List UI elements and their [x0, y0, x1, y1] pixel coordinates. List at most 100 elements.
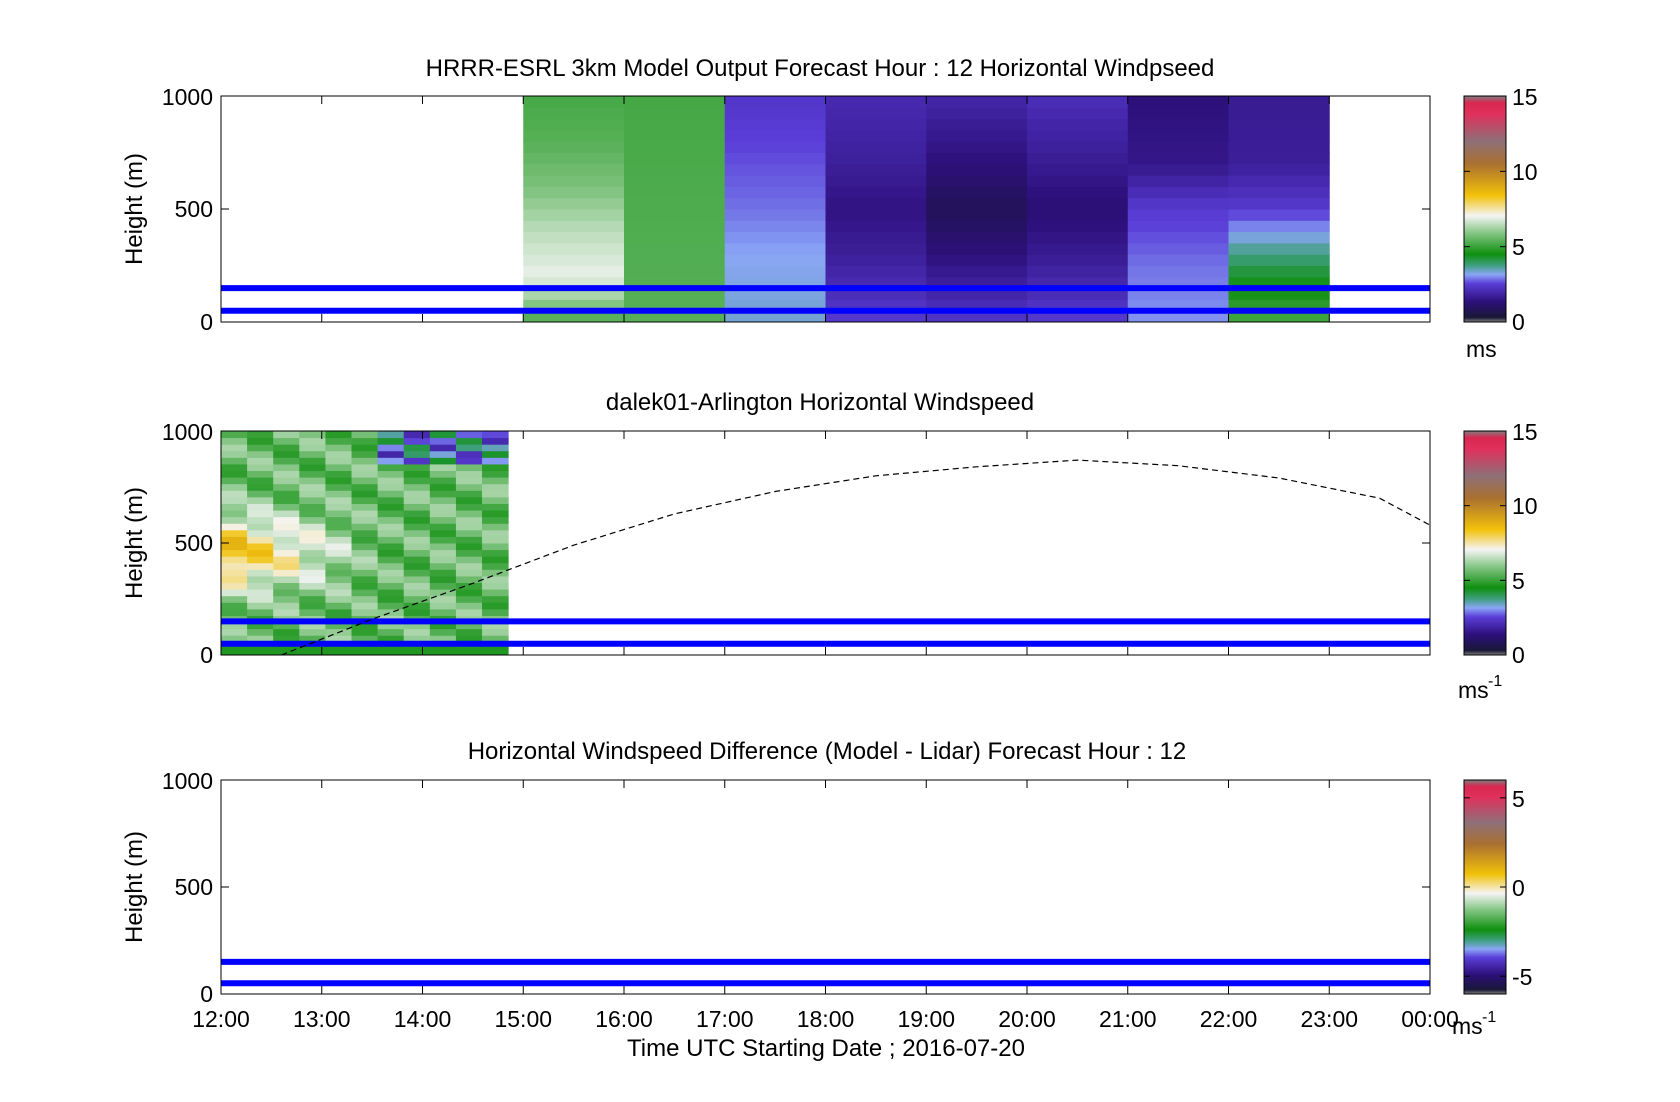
heatmap-cell — [724, 175, 826, 187]
heatmap-cell — [325, 477, 353, 485]
heatmap-cell — [221, 589, 248, 597]
heatmap-cell — [247, 628, 274, 636]
heatmap-cell — [926, 197, 1028, 210]
heatmap-cell — [523, 265, 625, 278]
heatmap-cell — [377, 470, 405, 478]
heatmap-cell — [1127, 129, 1229, 142]
heatmap-cell — [482, 648, 509, 655]
heatmap-cell — [455, 589, 483, 597]
heatmap-cell — [1127, 310, 1229, 322]
heatmap-cell — [325, 602, 353, 610]
heatmap-cell — [429, 622, 457, 630]
heatmap-cell — [273, 450, 300, 458]
panel-difference-ytick-label: 0 — [200, 981, 213, 1007]
heatmap-cell — [1127, 209, 1229, 221]
heatmap-cell — [403, 431, 431, 439]
heatmap-cell — [351, 437, 379, 445]
heatmap-cell — [624, 175, 726, 187]
heatmap-cell — [724, 96, 826, 108]
heatmap-cell — [403, 510, 431, 518]
heatmap-cell — [247, 562, 274, 570]
heatmap-cell — [482, 490, 509, 498]
colorbar-gradient — [1463, 430, 1507, 656]
heatmap-cell — [429, 457, 457, 465]
heatmap-cell — [455, 543, 483, 551]
panel-difference-title: Horizontal Windspeed Difference (Model -… — [468, 738, 1187, 765]
colorbar-unit: ms — [1458, 677, 1489, 703]
heatmap-cell — [825, 152, 927, 165]
panel-difference: Horizontal Windspeed Difference (Model -… — [121, 738, 1532, 1062]
heatmap-cell — [377, 648, 405, 655]
heatmap-cell — [273, 516, 300, 524]
heatmap-cell — [1127, 231, 1229, 244]
heatmap-cell — [377, 536, 405, 544]
heatmap-cell — [273, 529, 300, 537]
heatmap-cell — [523, 197, 625, 210]
heatmap-cell — [523, 231, 625, 244]
heatmap-cell — [351, 523, 379, 531]
colorbar-tick-label: 10 — [1512, 159, 1538, 185]
heatmap-cell — [825, 186, 927, 199]
heatmap-cell — [403, 608, 431, 616]
heatmap-cell — [1127, 299, 1229, 312]
heatmap-cell — [403, 444, 431, 452]
heatmap-cell — [299, 622, 326, 630]
heatmap-cell — [455, 536, 483, 544]
heatmap-cell — [403, 575, 431, 584]
heatmap-cell — [482, 595, 509, 603]
heatmap-cell — [403, 450, 431, 458]
heatmap-cell — [482, 483, 509, 491]
panel-lidar-xticks — [220, 431, 1431, 655]
heatmap-cell — [482, 444, 509, 452]
heatmap-cell — [455, 431, 483, 439]
heatmap-cell — [221, 635, 248, 643]
heatmap-cell — [523, 276, 625, 289]
heatmap-cell — [247, 648, 274, 655]
heatmap-cell — [825, 310, 927, 322]
heatmap-cell — [247, 549, 274, 557]
panel-model: HRRR-ESRL 3km Model Output Forecast Hour… — [121, 55, 1538, 362]
heatmap-cell — [325, 490, 353, 498]
heatmap-cell — [403, 635, 431, 643]
heatmap-cell — [624, 163, 726, 176]
heatmap-cell — [825, 242, 927, 255]
heatmap-cell — [624, 141, 726, 153]
heatmap-cell — [325, 431, 353, 439]
heatmap-cell — [429, 431, 457, 439]
panel-lidar: dalek01-Arlington Horizontal Windspeed 0… — [121, 389, 1538, 703]
heatmap-cell — [523, 220, 625, 233]
heatmap-cell — [247, 575, 274, 584]
heatmap-cell — [325, 503, 353, 511]
colorbar-tick-label: 10 — [1512, 493, 1538, 519]
heatmap-cell — [273, 437, 300, 445]
heatmap-cell — [429, 463, 457, 472]
heatmap-cell — [624, 265, 726, 278]
heatmap-cell — [1027, 96, 1129, 108]
panel-model-xticks — [220, 96, 1431, 322]
heatmap-cell — [724, 242, 826, 255]
heatmap-cell — [377, 595, 405, 603]
heatmap-cell — [221, 628, 248, 636]
heatmap-cell — [1228, 197, 1330, 210]
heatmap-cell — [926, 288, 1028, 300]
heatmap-cell — [429, 543, 457, 551]
panel-lidar-title: dalek01-Arlington Horizontal Windspeed — [606, 389, 1034, 416]
heatmap-cell — [377, 477, 405, 485]
heatmap-cell — [455, 608, 483, 616]
heatmap-cell — [724, 254, 826, 266]
heatmap-cell — [429, 608, 457, 616]
heatmap-cell — [299, 450, 326, 458]
heatmap-cell — [825, 254, 927, 266]
panel-difference-xlabel: Time UTC Starting Date ; 2016-07-20 — [627, 1035, 1025, 1062]
panel-difference-ytick-label: 1000 — [162, 768, 213, 794]
colorbar-gradient — [1463, 95, 1507, 323]
heatmap-cell — [351, 483, 379, 491]
heatmap-cell — [724, 152, 826, 165]
heatmap-cell — [1228, 118, 1330, 131]
heatmap-cell — [299, 569, 326, 577]
heatmap-cell — [403, 648, 431, 655]
heatmap-cell — [403, 516, 431, 524]
heatmap-cell — [403, 549, 431, 557]
heatmap-cell — [455, 562, 483, 570]
